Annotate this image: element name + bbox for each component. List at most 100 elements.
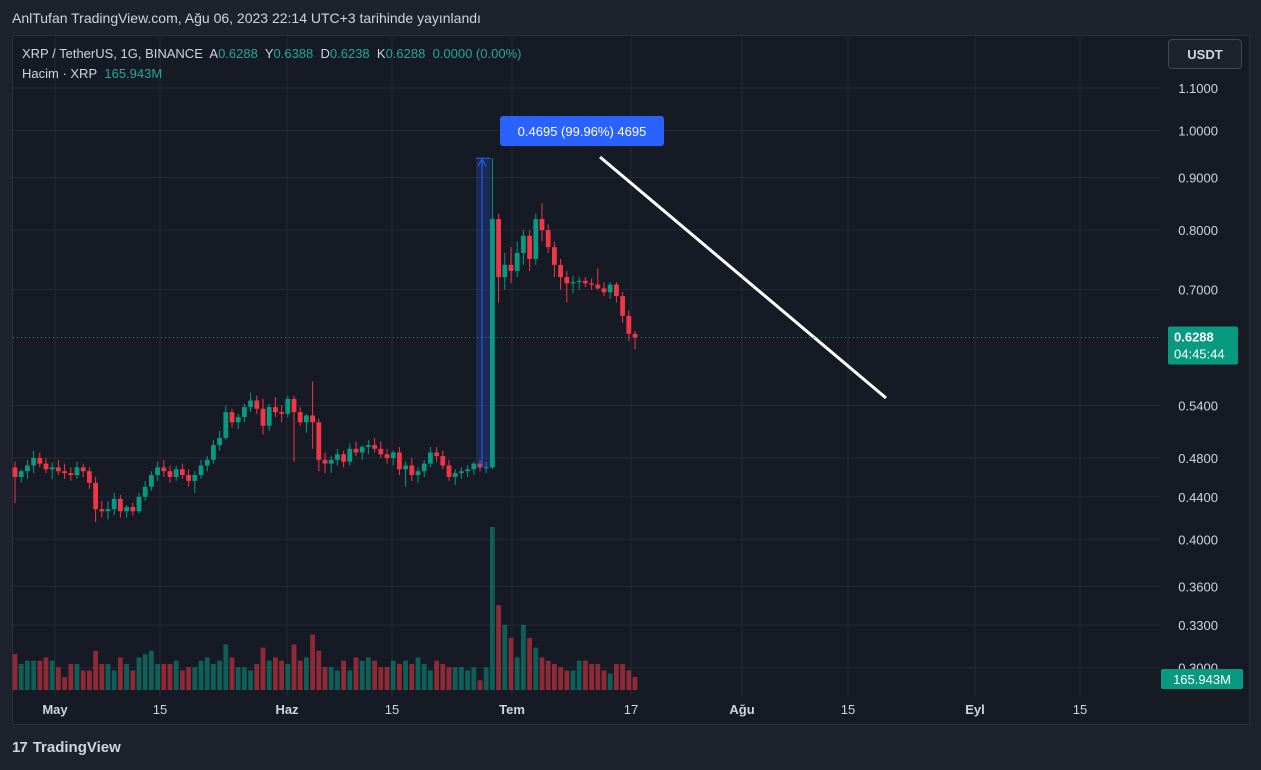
candle-body <box>260 408 266 426</box>
volume-bar <box>514 657 520 690</box>
price-tick-label: 0.8000 <box>1178 223 1218 238</box>
tradingview-brand[interactable]: 17 TradingView <box>12 739 121 756</box>
tradingview-logo-icon: 17 <box>12 739 28 756</box>
candle-body <box>521 235 526 253</box>
candle-body <box>539 219 545 231</box>
volume-value: 165.943M <box>104 66 163 81</box>
volume-bar <box>310 634 315 690</box>
candle-body <box>545 230 551 248</box>
candle-body <box>186 475 191 481</box>
candle-body <box>614 284 619 297</box>
volume-bar <box>254 663 260 690</box>
volume-bar <box>211 663 216 690</box>
candle-body <box>254 400 260 409</box>
price-tick-label: 1.0000 <box>1178 124 1218 139</box>
candle-body <box>167 471 173 477</box>
price-tick-label: 0.4400 <box>1178 490 1218 505</box>
candle-body <box>161 467 167 472</box>
volume-bar <box>99 663 105 690</box>
candle-body <box>248 400 253 408</box>
candle-body <box>471 463 477 470</box>
candle-body <box>18 471 24 477</box>
volume-bar <box>527 637 532 690</box>
time-tick-label: Haz <box>275 702 299 717</box>
volume-bar <box>465 670 470 690</box>
drawings: 0.4695 (99.96%) 4695 <box>13 116 1160 468</box>
candle-body <box>149 475 154 487</box>
volume-bar <box>415 657 421 690</box>
candle-body <box>49 467 55 470</box>
volume-bars <box>12 527 638 690</box>
volume-bar <box>359 660 365 690</box>
volume-bar <box>452 667 458 690</box>
volume-bar <box>459 667 464 690</box>
candle-body <box>607 284 613 293</box>
candle-body <box>74 467 80 476</box>
candle-body <box>403 465 408 470</box>
candle-body <box>434 452 439 457</box>
volume-bar <box>384 667 390 690</box>
volume-bar <box>118 657 123 690</box>
candle-body <box>291 398 297 413</box>
volume-bar <box>335 670 340 690</box>
volume-bar <box>68 663 74 690</box>
price-tick-label: 0.4000 <box>1178 532 1218 547</box>
volume-bar <box>483 667 489 690</box>
volume-bar <box>372 660 377 690</box>
volume-bar <box>173 660 179 690</box>
volume-bar <box>539 657 545 690</box>
candle-body <box>502 264 508 278</box>
volume-bar <box>273 657 278 690</box>
price-tick-label: 1.1000 <box>1178 81 1218 96</box>
volume-bar <box>601 670 607 690</box>
candle-body <box>496 219 501 278</box>
candle-body <box>527 235 532 259</box>
candle-body <box>124 507 129 512</box>
volume-bar <box>341 660 346 690</box>
volume-bar <box>570 670 576 690</box>
volume-bar <box>266 660 272 690</box>
candle-body <box>273 407 278 413</box>
price-axis: 1.1000 1.0000 0.9000 0.8000 0.7000 0.5400 0.48… <box>1161 81 1243 689</box>
volume-bar <box>142 654 148 690</box>
candle-body <box>632 333 638 338</box>
volume-bar <box>198 660 204 690</box>
volume-bar <box>328 667 334 690</box>
volume-bar <box>93 650 98 690</box>
candle-body <box>136 496 142 512</box>
measure-label: 0.4695 (99.96%) 4695 <box>500 116 664 146</box>
volume-bar <box>626 670 632 690</box>
candle-body <box>316 422 322 460</box>
time-tick-label: Tem <box>499 702 525 717</box>
time-tick-label: 15 <box>385 702 399 717</box>
candle-body <box>583 280 588 284</box>
volume-bar <box>80 670 86 690</box>
time-tick-label: Ağu <box>729 702 754 717</box>
volume-bar <box>62 676 67 690</box>
candle-body <box>173 469 179 477</box>
volume-bar <box>192 667 198 690</box>
candle-body <box>111 498 117 510</box>
high-value: 0.6388 <box>273 46 314 61</box>
candle-body <box>310 415 315 423</box>
currency-button[interactable]: USDT <box>1168 39 1242 69</box>
candles <box>12 158 638 522</box>
volume-bar <box>576 660 582 690</box>
volume-bar <box>490 527 495 690</box>
volume-bar <box>43 657 49 690</box>
price-tick-label: 0.4800 <box>1178 451 1218 466</box>
candle-body <box>564 277 570 284</box>
volume-bar <box>545 660 551 690</box>
volume-bar <box>607 673 613 690</box>
candle-body <box>80 467 86 472</box>
volume-bar <box>347 670 353 690</box>
candle-body <box>204 459 210 466</box>
candle-body <box>589 283 594 285</box>
volume-bar <box>390 660 396 690</box>
candle-body <box>322 459 328 464</box>
candle-body <box>353 448 359 453</box>
volume-bar <box>583 660 588 690</box>
volume-bar <box>508 637 514 690</box>
candle-body <box>477 463 483 468</box>
